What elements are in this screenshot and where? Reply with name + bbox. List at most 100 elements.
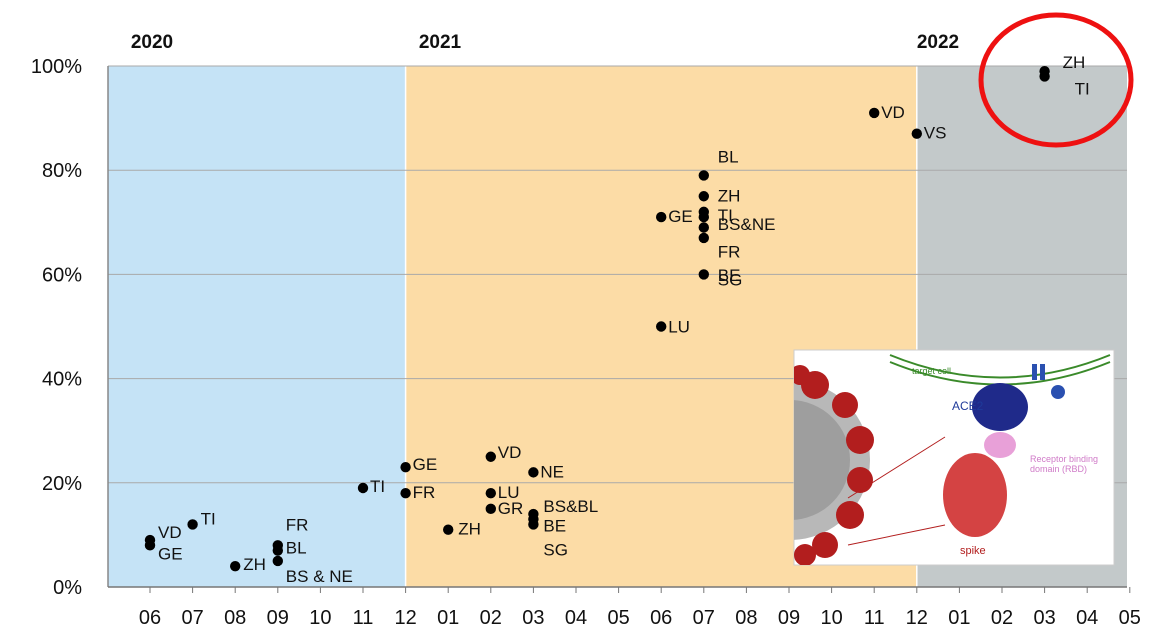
point-label: FR — [286, 515, 309, 534]
data-point-ne — [528, 467, 539, 478]
data-point-be — [698, 232, 709, 244]
point-label: NE — [540, 462, 564, 481]
x-tick-label: 12 — [906, 607, 928, 629]
rbd-label-line2: domain (RBD) — [1030, 464, 1087, 474]
x-tick-label: 05 — [1119, 607, 1141, 629]
point-label: ZH — [243, 555, 266, 574]
point-label: TI — [718, 206, 733, 225]
highlight-circle — [978, 12, 1134, 148]
x-tick-label: 06 — [650, 607, 672, 629]
data-point-bl — [272, 545, 283, 556]
point-label: BS&NE — [718, 215, 776, 234]
data-point-zh — [230, 560, 241, 572]
data-point-vd — [869, 107, 880, 119]
point-label: BS & NE — [286, 567, 353, 586]
point-label: VD — [158, 523, 182, 542]
point-label: ZH — [458, 520, 481, 539]
x-tick-label: 06 — [139, 607, 161, 629]
data-point-ti — [187, 519, 198, 530]
x-tick-label: 11 — [353, 607, 374, 629]
point-label: BE — [718, 266, 741, 285]
data-point-ge — [656, 211, 667, 223]
y-tick-label: 40% — [42, 369, 82, 391]
point-label: GR — [498, 499, 524, 518]
data-point-vs — [911, 128, 922, 139]
x-tick-label: 10 — [820, 607, 842, 629]
data-point-lu — [656, 321, 667, 332]
point-label: SG — [718, 270, 743, 289]
data-point-zh — [698, 191, 709, 202]
data-point-bsne — [272, 555, 283, 567]
data-points — [144, 66, 1050, 572]
data-point-bl — [698, 170, 709, 181]
y-tick-label: 20% — [42, 473, 82, 495]
x-tick-label: 04 — [565, 607, 587, 629]
spike-proteins-icon — [794, 365, 874, 565]
point-label: BL — [718, 147, 739, 166]
ace2-label: ACE2 — [952, 399, 984, 413]
point-label: BS&BL — [543, 497, 598, 516]
point-label: LU — [668, 318, 690, 337]
x-tick-label: 04 — [1076, 607, 1098, 629]
data-point-ge — [400, 461, 411, 473]
y-tick-labels: 0% 20% 40% 60% 80% 100% — [31, 56, 82, 599]
axes — [107, 66, 1131, 593]
y-tick-label: 80% — [42, 160, 82, 182]
x-tick-label: 09 — [267, 607, 289, 629]
x-tick-label: 07 — [693, 607, 715, 629]
point-label: ZH — [1063, 53, 1086, 72]
receptor-icon — [1032, 364, 1037, 380]
point-label: FR — [413, 483, 436, 502]
point-label: VD — [498, 443, 522, 462]
data-point-lu — [485, 488, 496, 499]
data-point-ti — [1039, 71, 1050, 82]
pointer-line-2 — [847, 524, 946, 546]
x-tick-label: 05 — [607, 607, 629, 629]
x-tick-label: 02 — [480, 607, 502, 629]
spike-label: spike — [960, 545, 986, 557]
data-point-bsne — [698, 211, 709, 223]
point-label: LU — [498, 483, 520, 502]
point-label: GE — [413, 455, 438, 474]
year-labels: 2020 2021 2022 — [131, 32, 959, 53]
x-tick-label: 09 — [778, 607, 800, 629]
ace2-protein-icon — [972, 383, 1028, 431]
receptor-head-icon — [1051, 385, 1065, 399]
target-cell-label: target cell — [912, 366, 951, 376]
data-point-sg — [528, 519, 539, 530]
point-label: SG — [543, 540, 568, 559]
cell-membrane-icon — [889, 354, 1111, 379]
point-label: GE — [668, 207, 693, 226]
data-point-zh — [443, 524, 454, 535]
year-label-2022: 2022 — [917, 32, 959, 53]
point-label: BE — [543, 516, 566, 535]
x-tick-label: 08 — [735, 607, 757, 629]
virus-core — [794, 400, 850, 520]
data-point-fr — [698, 222, 709, 233]
x-tick-labels: 06 07 08 09 10 11 12 01 02 03 04 05 06 07 08 09 10 11 12 01… — [139, 607, 1141, 629]
data-point-fr — [400, 488, 411, 499]
point-label: TI — [1075, 79, 1090, 98]
x-tick-label: 08 — [224, 607, 246, 629]
point-label: TI — [201, 509, 216, 528]
data-point-ti — [357, 482, 369, 494]
point-label: TI — [370, 477, 385, 496]
point-label: ZH — [718, 186, 741, 205]
receptor-icon-2 — [1040, 364, 1045, 380]
point-label: FR — [718, 243, 741, 262]
point-label: GE — [158, 544, 183, 563]
x-tick-label: 01 — [437, 607, 459, 629]
x-tick-label: 07 — [181, 607, 203, 629]
data-point-sg — [698, 269, 709, 280]
point-label: BL — [286, 539, 307, 558]
x-tick-label: 11 — [864, 607, 885, 629]
rbd-label-line1: Receptor binding — [1030, 454, 1098, 464]
pointer-line-1 — [847, 436, 946, 499]
y-tick-label: 60% — [42, 264, 82, 286]
rbd-icon — [984, 432, 1016, 458]
data-point-ge — [144, 540, 156, 551]
y-tick-label: 0% — [53, 577, 82, 599]
x-tick-label: 02 — [991, 607, 1013, 629]
data-point-vd — [485, 451, 496, 462]
